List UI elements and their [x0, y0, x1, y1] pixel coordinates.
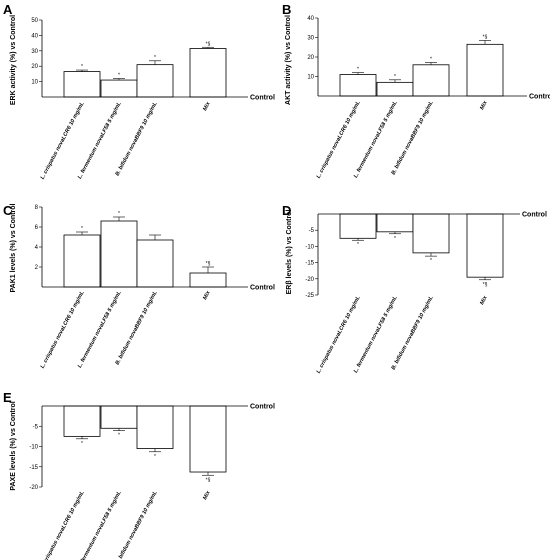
panel-b-category-label: B. bifidum novaBBF9 10 mg/mL [391, 100, 435, 177]
panel-e-y-axis-title: PAXE levels (%) vs Control [10, 401, 17, 490]
panel-a-y-tick-label: 10 [31, 80, 38, 86]
panel-c-category-label: B. bifidum novaBBF9 10 mg/mL [115, 290, 159, 367]
panel-a-bar [136, 64, 174, 98]
panel-e-y-tick-label: -5 [33, 424, 39, 430]
panel-b-significance-label: * [394, 74, 396, 80]
panel-e-bar [63, 405, 101, 437]
panel-b-y-tick-label: 40 [307, 16, 314, 22]
panel-a-y-axis-title: ERK activity (%) vs Control [10, 15, 17, 105]
panel-a-significance-label: * [118, 73, 120, 79]
panel-b-category-label: Mix [479, 99, 489, 111]
panel-d-y-tick-label: -20 [305, 277, 314, 283]
panel-a-bar [100, 79, 138, 98]
panel-d-significance-label: *§ [483, 282, 488, 288]
panel-c-significance-label: *§ [206, 261, 211, 267]
panel-c-significance-label: * [81, 226, 83, 232]
panel-c-bar [136, 239, 174, 288]
panel-a-significance-label: * [81, 64, 83, 70]
panel-d-control-label: Control [522, 212, 547, 219]
panel-a-category-label: L. crispatus novaLCR6 10 mg/mL [40, 101, 86, 181]
panel-e-y-tick-label: -20 [29, 485, 38, 491]
panel-d-significance-label: * [357, 242, 359, 248]
panel-c-letter: C [3, 203, 13, 218]
panel-d-bar [466, 213, 504, 278]
panel-d-significance-label: * [430, 258, 432, 264]
panel-d-y-tick-label: -25 [305, 293, 314, 299]
panel-b-letter: B [282, 2, 291, 17]
panel-c-category-label: L. crispatus novaLCR6 10 mg/mL [40, 290, 86, 370]
panel-b-category-label: L. fermentum novaLF58 5 mg/mL [353, 100, 399, 179]
panel-d-significance-label: * [394, 236, 396, 242]
panel-a-y-tick-label: 20 [31, 64, 38, 70]
panel-b-control-label: Control [529, 94, 550, 101]
panel-a-category-label: L. fermentum novaLF58 5 mg/mL [77, 101, 123, 180]
panel-a-bar [189, 48, 227, 98]
panel-e-significance-label: * [81, 441, 83, 447]
panel-b-significance-label: * [430, 56, 432, 62]
panel-d-y-tick-label: -5 [309, 228, 315, 234]
panel-b-y-tick-label: 30 [307, 36, 314, 42]
panel-a-letter: A [3, 2, 13, 17]
panel-e-bar [189, 405, 227, 473]
panel-b-y-tick-label: 20 [307, 55, 314, 61]
panel-b-bar [466, 43, 504, 97]
panel-a-bar [63, 71, 101, 98]
panel-c-category-label: Mix [202, 289, 212, 301]
panel-e-category-label: L. crispatus novaLCR6 10 mg/mL [40, 490, 86, 560]
panel-c-y-tick-label: 8 [35, 205, 39, 211]
panel-a-significance-label: * [154, 55, 156, 61]
panel-d-y-tick-label: -15 [305, 261, 314, 267]
panel-d-category-label: Mix [479, 294, 489, 306]
panel-b-bar [412, 64, 450, 97]
panel-d-bar [339, 213, 377, 239]
panel-e-bar [136, 405, 174, 449]
panel-a-y-tick-label: 50 [31, 18, 38, 24]
panel-e-category-label: L. fermentum novaLF58 5 mg/mL [77, 490, 123, 560]
panel-b-bar [376, 81, 414, 97]
panel-e-significance-label: *§ [206, 477, 211, 483]
panel-d-y-tick-label: -10 [305, 244, 314, 250]
panel-c-significance-label: * [118, 211, 120, 217]
panel-c-control-label: Control [250, 285, 275, 292]
panel-e-significance-label: * [118, 433, 120, 439]
panel-b-bar [339, 74, 377, 97]
panel-d-letter: D [282, 203, 291, 218]
panel-a-category-label: Mix [202, 100, 212, 112]
panel-b-y-tick-label: 10 [307, 75, 314, 81]
panel-a-y-tick-label: 30 [31, 49, 38, 55]
panel-d-category-label: L. fermentum novaLF58 5 mg/mL [353, 295, 399, 374]
panel-e-bar [100, 405, 138, 429]
panel-b-y-axis-title: AKT activity (%) vs Control [285, 15, 292, 105]
panel-e-letter: E [3, 390, 12, 405]
panel-e-y-tick-label: -15 [29, 465, 38, 471]
panel-a-category-label: B. bifidum novaBBF9 10 mg/mL [115, 101, 159, 178]
panel-a-significance-label: *§ [206, 41, 211, 47]
panel-c-y-axis-title: PAK1 levels (%) vs Control [10, 203, 17, 292]
panel-c-bar [100, 220, 138, 288]
panel-b-category-label: L. crispatus novaLCR6 10 mg/mL [316, 100, 362, 180]
panel-a-control-label: Control [250, 95, 275, 102]
panel-c-bar [63, 234, 101, 288]
panel-c-y-tick-label: 2 [35, 265, 39, 271]
panel-d-bar [376, 213, 414, 233]
panel-d-bar [412, 213, 450, 254]
panel-b-significance-label: *§ [483, 34, 488, 40]
panel-e-control-label: Control [250, 404, 275, 411]
panel-d-category-label: L. crispatus novaLCR6 10 mg/mL [316, 295, 362, 375]
panel-e-category-label: B. bifidum novaBBF9 10 mg/mL [115, 490, 159, 560]
panel-e-category-label: Mix [202, 489, 212, 501]
panel-a-y-tick-label: 40 [31, 33, 38, 39]
panel-c-y-tick-label: 6 [35, 225, 39, 231]
panel-d-y-axis-title: ERβ levels (%) vs Control [286, 210, 293, 295]
panel-e-significance-label: * [154, 454, 156, 460]
panel-b-significance-label: * [357, 67, 359, 73]
panel-c-bar [189, 272, 227, 288]
panel-c-category-label: L. fermentum novaLF58 5 mg/mL [77, 290, 123, 369]
panel-c-y-tick-label: 4 [35, 245, 39, 251]
panel-e-y-tick-label: -10 [29, 445, 38, 451]
panel-d-category-label: B. bifidum novaBBF9 10 mg/mL [391, 295, 435, 372]
